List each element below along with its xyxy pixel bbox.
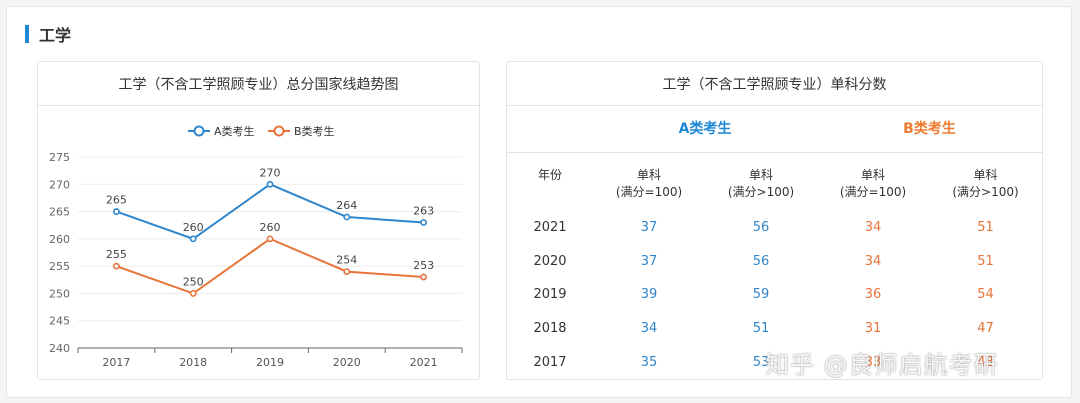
table-row: 2018 34 51 31 47 xyxy=(507,312,1042,346)
data-label: 255 xyxy=(106,248,127,261)
y-tick-label: 275 xyxy=(49,151,70,164)
data-point xyxy=(343,213,351,221)
data-point xyxy=(113,208,120,215)
x-tick-label: 2020 xyxy=(333,356,361,369)
score-cell: 51 xyxy=(752,321,770,337)
column-header-a-100: 单科 (满分=100) xyxy=(593,167,705,201)
column-header-line1: 单科 xyxy=(973,168,998,182)
score-cell: 51 xyxy=(977,253,994,269)
data-point xyxy=(266,235,274,243)
x-tick-label: 2018 xyxy=(179,356,207,369)
score-cell: 56 xyxy=(752,253,770,269)
watermark-text: 知乎 @良师启航考研 xyxy=(765,351,999,379)
section-title: 工学 xyxy=(39,26,72,45)
score-cell: 53 xyxy=(752,354,770,370)
score-table: A类考生 B类考生 年份 单科 (满分=100) 单科 (满分>100) 单科 … xyxy=(507,106,1042,379)
data-label: 265 xyxy=(106,194,127,207)
score-cell: 39 xyxy=(640,287,658,303)
column-header-line1: 单科 xyxy=(636,168,661,182)
main-panel: 工学 工学（不含工学照顾专业）总分国家线趋势图 240 245 250 255 260 2… xyxy=(6,6,1072,398)
trend-line-chart: 240 245 250 255 260 265 270 275 2017 2018 2019 2020… xyxy=(49,124,463,369)
score-cell: 37 xyxy=(640,220,658,236)
section-heading: 工学 xyxy=(25,24,72,45)
score-cell: 47 xyxy=(977,321,994,337)
year-cell: 2019 xyxy=(533,287,567,303)
column-header-line1: 单科 xyxy=(748,168,773,182)
column-header-line1: 年份 xyxy=(537,168,562,182)
year-cell: 2021 xyxy=(533,220,567,236)
score-cell: 31 xyxy=(864,321,882,337)
y-tick-label: 245 xyxy=(49,315,70,328)
legend-swatch-marker xyxy=(193,125,205,137)
year-cell: 2018 xyxy=(533,321,567,337)
table-row: 2021 37 56 34 51 xyxy=(507,211,1042,245)
data-point xyxy=(343,268,351,275)
legend-label: A类考生 xyxy=(214,124,255,138)
column-header-line2: (满分=100) xyxy=(839,185,907,199)
y-tick-label: 270 xyxy=(49,178,70,191)
y-tick-label: 260 xyxy=(49,233,70,246)
legend-label: B类考生 xyxy=(294,124,335,138)
year-cell: 2020 xyxy=(533,253,567,269)
column-header-b-over100: 单科 (满分>100) xyxy=(929,167,1042,201)
data-point xyxy=(266,180,274,188)
data-point xyxy=(113,262,120,270)
table-row: 2017 35 53 33 48 xyxy=(507,345,1042,379)
data-label: 254 xyxy=(336,254,357,267)
table-row: 2019 39 59 36 54 xyxy=(507,278,1042,312)
data-label: 253 xyxy=(413,259,434,272)
group-header-row: A类考生 B类考生 xyxy=(507,106,1042,153)
data-label: 250 xyxy=(183,275,204,288)
score-cell: 48 xyxy=(977,354,994,370)
y-tick-label: 255 xyxy=(49,260,70,273)
score-cell: 51 xyxy=(977,220,994,236)
score-table-card: 工学（不含工学照顾专业）单科分数 A类考生 B类考生 年份 单科 (满分=100… xyxy=(506,61,1043,380)
y-tick-label: 250 xyxy=(49,287,70,300)
column-header-line1: 单科 xyxy=(860,168,885,182)
data-point xyxy=(420,273,427,281)
y-tick-label: 265 xyxy=(49,206,70,219)
score-cell: 34 xyxy=(640,321,658,337)
group-a-header: A类考生 xyxy=(678,121,732,137)
trend-chart-card: 工学（不含工学照顾专业）总分国家线趋势图 240 245 250 255 260 265 2… xyxy=(37,61,480,380)
score-cell: 33 xyxy=(864,354,882,370)
column-header-row: 年份 单科 (满分=100) 单科 (满分>100) 单科 (满分=100) 单… xyxy=(507,153,1042,211)
data-point xyxy=(189,290,197,297)
score-cell: 34 xyxy=(864,220,882,236)
data-point xyxy=(420,219,427,226)
column-header-b-100: 单科 (满分=100) xyxy=(817,167,929,201)
column-header-line2: (满分>100) xyxy=(952,185,1019,199)
x-tick-label: 2019 xyxy=(256,356,284,369)
score-cell: 34 xyxy=(864,253,882,269)
data-label: 270 xyxy=(260,166,281,179)
data-label: 260 xyxy=(260,221,281,234)
column-header-line2: (满分=100) xyxy=(615,185,683,199)
x-tick-label: 2017 xyxy=(102,356,130,369)
column-header-line2: (满分>100) xyxy=(727,185,795,199)
data-label: 264 xyxy=(336,199,357,212)
heading-accent-bar xyxy=(25,25,29,43)
data-label: 260 xyxy=(183,221,204,234)
data-label: 263 xyxy=(413,204,434,217)
table-body: 2021 37 56 34 51 2020 37 56 34 51 2019 39 59 36 54 2018… xyxy=(507,211,1042,379)
x-tick-label: 2021 xyxy=(410,356,438,369)
data-point xyxy=(189,235,197,243)
group-b-header: B类考生 xyxy=(903,121,956,137)
score-cell: 37 xyxy=(640,253,658,269)
score-cell: 59 xyxy=(752,287,770,303)
legend-swatch-marker xyxy=(273,125,285,137)
score-cell: 36 xyxy=(864,287,882,303)
score-cell: 54 xyxy=(977,287,994,303)
y-tick-label: 240 xyxy=(49,342,70,355)
year-cell: 2017 xyxy=(533,354,567,370)
table-row: 2020 37 56 34 51 xyxy=(507,245,1042,279)
column-header-a-over100: 单科 (满分>100) xyxy=(705,167,817,201)
chart-title: 工学（不含工学照顾专业）总分国家线趋势图 xyxy=(38,62,479,106)
score-cell: 35 xyxy=(640,354,658,370)
score-cell: 56 xyxy=(752,220,770,236)
table-title: 工学（不含工学照顾专业）单科分数 xyxy=(507,62,1042,106)
column-header-year: 年份 xyxy=(507,167,593,184)
